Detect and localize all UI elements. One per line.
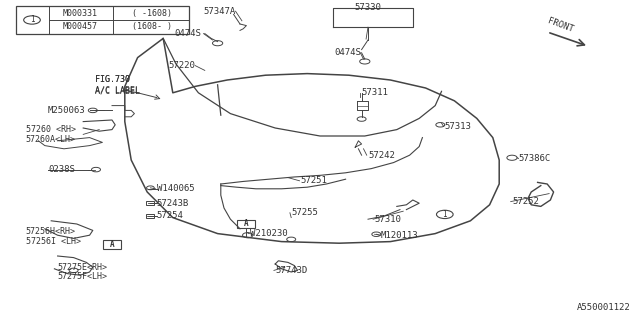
Text: FIG.730: FIG.730 xyxy=(95,76,130,84)
Text: (1608- ): (1608- ) xyxy=(132,22,172,31)
Bar xyxy=(103,240,121,249)
Text: 57251: 57251 xyxy=(301,176,328,185)
Text: A/C LABEL: A/C LABEL xyxy=(95,87,140,96)
Text: M000457: M000457 xyxy=(63,22,97,31)
Text: M120113: M120113 xyxy=(381,231,419,240)
Text: 57260A<LH>: 57260A<LH> xyxy=(26,135,76,144)
Bar xyxy=(146,201,154,205)
Text: FRONT: FRONT xyxy=(546,16,574,34)
Text: ( -1608): ( -1608) xyxy=(132,9,172,18)
Text: M000331: M000331 xyxy=(63,9,97,18)
Text: 57242: 57242 xyxy=(368,151,395,160)
Text: 57252: 57252 xyxy=(512,197,539,206)
Text: 57255: 57255 xyxy=(291,208,318,217)
Text: 57347A: 57347A xyxy=(204,7,236,16)
Text: 0474S: 0474S xyxy=(335,48,362,57)
Text: A550001122: A550001122 xyxy=(577,303,630,312)
Text: 57743D: 57743D xyxy=(275,266,307,275)
Text: 57220: 57220 xyxy=(168,61,195,70)
Text: 57256H<RH>: 57256H<RH> xyxy=(26,228,76,236)
Text: 1: 1 xyxy=(442,210,447,219)
Bar xyxy=(16,6,189,34)
Text: 0474S: 0474S xyxy=(175,29,202,38)
Text: A: A xyxy=(109,240,115,249)
Bar xyxy=(146,214,154,218)
Text: 57275F<LH>: 57275F<LH> xyxy=(58,272,108,281)
Bar xyxy=(237,220,255,228)
Text: 57386C: 57386C xyxy=(518,154,550,163)
Text: A: A xyxy=(243,220,248,228)
Text: 57254: 57254 xyxy=(157,212,184,220)
Text: 57243B: 57243B xyxy=(157,199,189,208)
Text: 1: 1 xyxy=(29,15,35,25)
Text: 57313: 57313 xyxy=(445,122,472,131)
Text: 57256I <LH>: 57256I <LH> xyxy=(26,237,81,246)
Text: 57275E<RH>: 57275E<RH> xyxy=(58,263,108,272)
Text: W210230: W210230 xyxy=(250,229,287,238)
Text: 0238S: 0238S xyxy=(48,165,75,174)
Text: A/C LABEL: A/C LABEL xyxy=(95,86,140,95)
Text: M250063: M250063 xyxy=(48,106,86,115)
Text: 57260 <RH>: 57260 <RH> xyxy=(26,125,76,134)
Text: FIG.730: FIG.730 xyxy=(95,76,130,84)
Text: W140065: W140065 xyxy=(157,184,195,193)
Text: 57310: 57310 xyxy=(374,215,401,224)
Text: 57330: 57330 xyxy=(355,4,381,12)
Text: 57311: 57311 xyxy=(362,88,388,97)
